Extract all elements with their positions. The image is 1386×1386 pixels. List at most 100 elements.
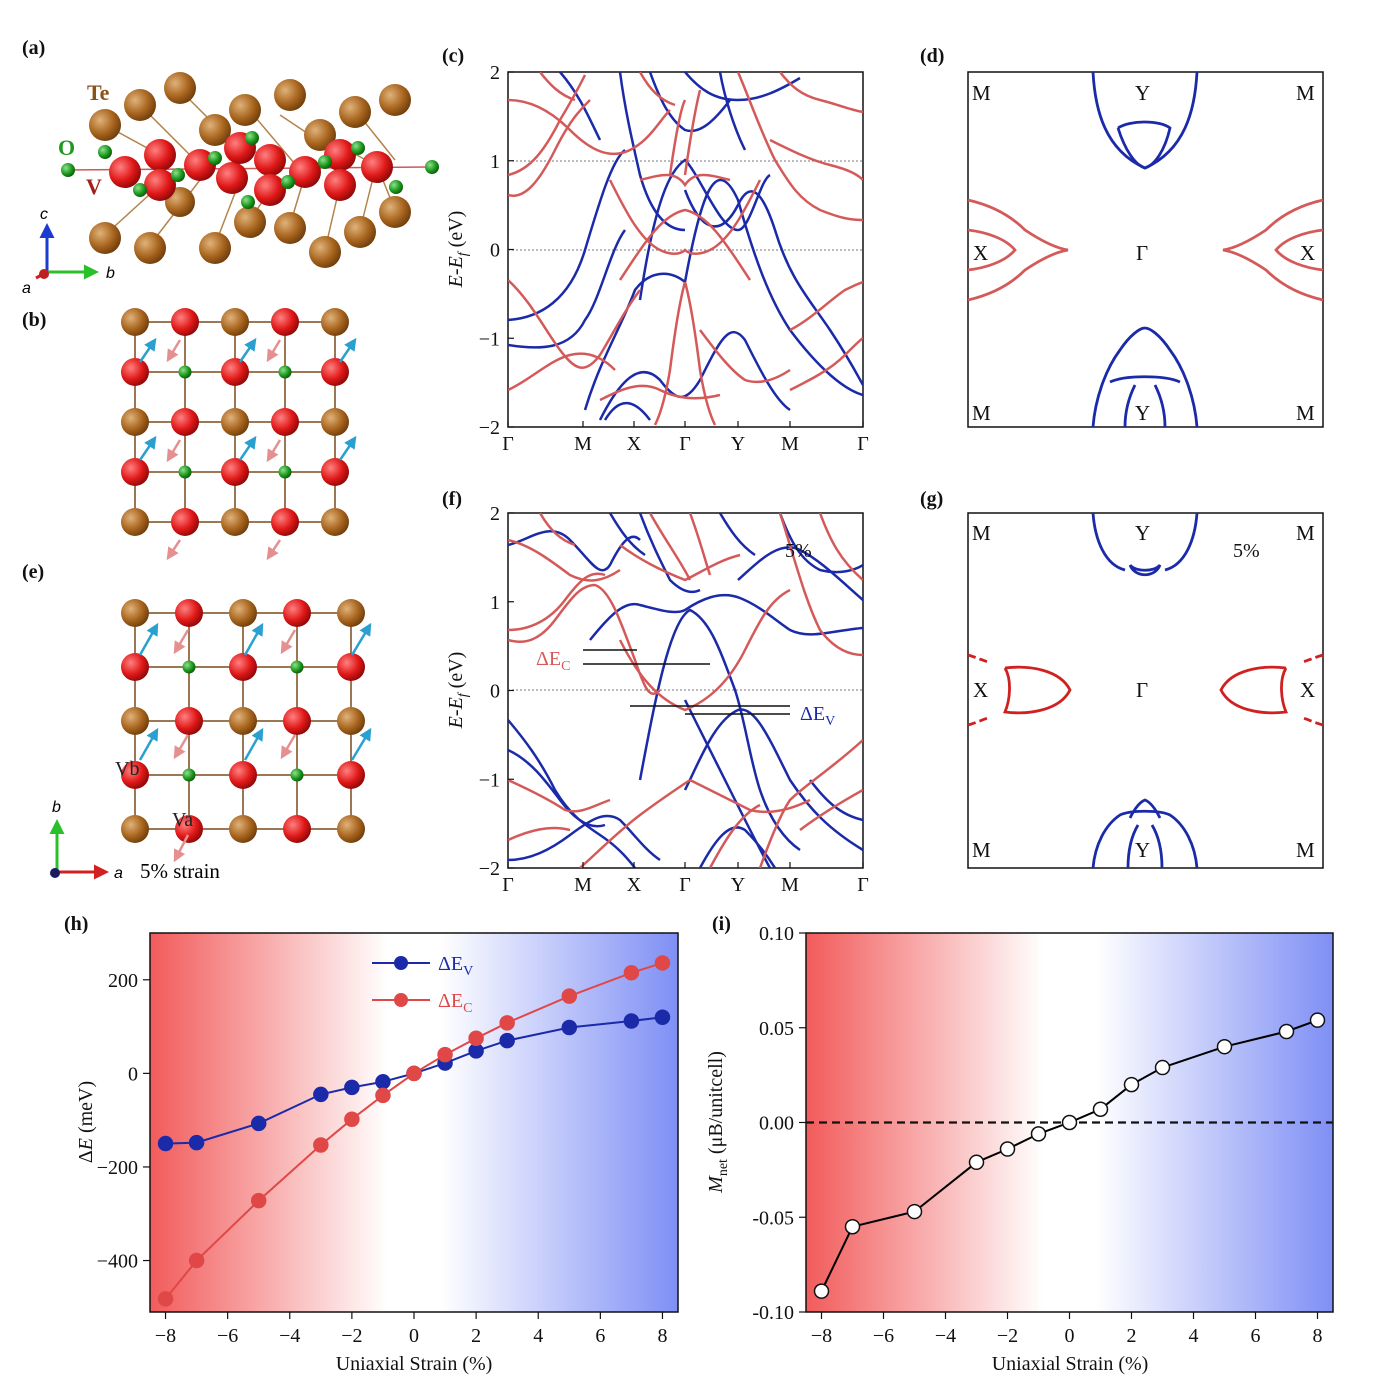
te-atom xyxy=(121,599,149,627)
label-x-left: X xyxy=(973,241,988,265)
x-tick-label: 0 xyxy=(1065,1325,1075,1347)
o-atom xyxy=(351,141,365,155)
data-point xyxy=(968,1154,985,1171)
x-tick-label: 6 xyxy=(1251,1325,1261,1347)
data-point xyxy=(1030,1126,1047,1142)
te-atom xyxy=(337,599,365,627)
y-tick-label: 200 xyxy=(108,970,138,992)
te-atom xyxy=(309,236,341,268)
o-atom xyxy=(208,151,222,165)
k-tick-label: Γ xyxy=(857,433,869,455)
te-atom xyxy=(229,94,261,126)
v-atom xyxy=(229,761,257,789)
data-point xyxy=(157,1135,174,1152)
v-atom xyxy=(361,151,393,183)
axes-indicator-a: c b a xyxy=(22,206,115,297)
te-atom xyxy=(229,707,257,735)
te-atom xyxy=(321,508,349,536)
te-atom xyxy=(274,79,306,111)
data-point xyxy=(188,1252,205,1269)
label-y-top: Y xyxy=(1135,521,1150,545)
v-atom xyxy=(289,156,321,188)
te-atom xyxy=(274,212,306,244)
y-tick-label: 0 xyxy=(128,1063,138,1085)
te-atom xyxy=(121,707,149,735)
o-atom xyxy=(389,180,403,194)
spin-up-arrow xyxy=(243,727,264,761)
panel-label-d: (d) xyxy=(920,45,944,67)
x-tick-label: −4 xyxy=(935,1325,956,1347)
chart-i: −8 −6 −4 −2 0 2 4 6 8 0.10 0.05 0.00 -0.05 -0.10 Unia… xyxy=(705,923,1334,1375)
label-y-bottom: Y xyxy=(1135,838,1150,862)
te-atom xyxy=(344,216,376,248)
v-atom xyxy=(337,653,365,681)
te-atom xyxy=(337,815,365,843)
spin-up-arrow xyxy=(138,622,159,656)
k-tick-label: M xyxy=(574,874,592,896)
band-structure-f xyxy=(507,512,864,869)
te-atom xyxy=(379,84,411,116)
data-point xyxy=(1154,1059,1171,1076)
v-atom xyxy=(144,139,176,171)
te-atom xyxy=(339,96,371,128)
data-point xyxy=(313,1086,329,1103)
v-atom xyxy=(271,508,299,536)
v-atom xyxy=(229,653,257,681)
band-axes: Γ M X Γ Y M Γ 2 1 0 −1 −2 E-Ef (eV) Γ M X Γ Y M Γ 2 1 0 −1 −2 E-E… xyxy=(445,62,869,896)
te-atom xyxy=(199,232,231,264)
strain-label-g: 5% xyxy=(1233,540,1260,562)
o-atom xyxy=(133,183,147,197)
k-tick-label: Γ xyxy=(502,874,514,896)
data-point xyxy=(406,1065,422,1082)
k-tick-label: M xyxy=(781,433,799,455)
spin-up-arrow xyxy=(338,435,357,461)
data-point xyxy=(499,1015,515,1031)
v-atom xyxy=(321,458,349,486)
label-x-right: X xyxy=(1300,241,1315,265)
fermi-surface-d: M M M M Y Y X X Γ xyxy=(967,71,1324,428)
v-label: V xyxy=(86,174,102,199)
data-point xyxy=(1278,1023,1295,1040)
k-tick-label: Γ xyxy=(502,433,514,455)
data-point xyxy=(1092,1101,1109,1117)
te-atom xyxy=(121,815,149,843)
y-tick-label: −1 xyxy=(479,769,500,791)
spin-down-arrow xyxy=(280,734,297,760)
te-atom xyxy=(134,232,166,264)
v-atom xyxy=(221,358,249,386)
v-atom xyxy=(254,144,286,176)
data-point xyxy=(344,1079,360,1096)
v-atom xyxy=(283,815,311,843)
o-atom xyxy=(241,195,255,209)
y-tick-label: -0.05 xyxy=(752,1207,794,1229)
panel-label-g: (g) xyxy=(920,488,943,510)
data-point xyxy=(654,1009,671,1025)
o-atom xyxy=(278,365,292,379)
label-y-bottom: Y xyxy=(1135,401,1150,425)
axis-b-label: b xyxy=(52,799,61,816)
spin-up-arrow xyxy=(238,435,257,461)
label-x-left: X xyxy=(973,678,988,702)
v-atom xyxy=(271,308,299,336)
label-gamma: Γ xyxy=(1136,241,1148,265)
spin-up-pockets xyxy=(967,198,1324,302)
v-atom xyxy=(121,358,149,386)
te-atom xyxy=(121,508,149,536)
o-atom xyxy=(178,365,192,379)
v-atom xyxy=(283,707,311,735)
chart-h: −8 −6 −4 −2 0 2 4 6 8 200 0 −200 −400 Uniaxial Strai… xyxy=(75,932,679,1375)
x-axis-label: Uniaxial Strain (%) xyxy=(992,1353,1149,1375)
label-m-bl: M xyxy=(972,401,991,425)
v-atom xyxy=(109,156,141,188)
o-atom xyxy=(245,131,259,145)
y-tick-label: −400 xyxy=(97,1251,138,1273)
v-atom xyxy=(175,815,203,843)
crystal-side-view: Te O V c b a xyxy=(22,72,439,297)
data-point xyxy=(375,1074,391,1090)
legend-marker xyxy=(394,993,408,1007)
o-atom xyxy=(98,145,112,159)
spin-up-arrow xyxy=(350,622,372,656)
spin-up-arrow xyxy=(238,337,257,363)
x-tick-label: 0 xyxy=(409,1325,419,1347)
